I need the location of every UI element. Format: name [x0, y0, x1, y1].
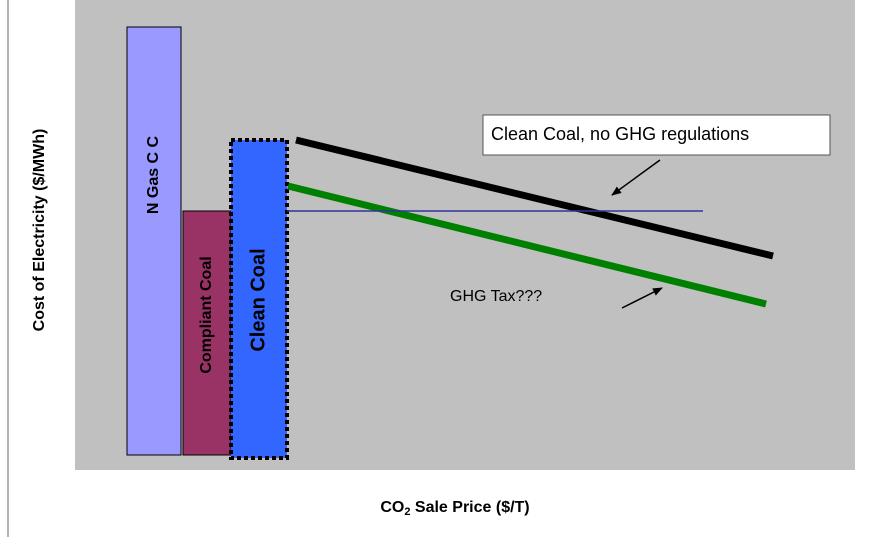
- bar-clean-coal: [229, 138, 289, 460]
- x-label-part: Sale Price ($/T): [410, 499, 529, 516]
- line-ghg-tax: [287, 182, 767, 308]
- arrow: [611, 159, 661, 196]
- y-axis-label: Cost of Electricity ($/MWh): [31, 129, 48, 332]
- bar-compliant-coal: [182, 210, 232, 456]
- line-no-regulation: [295, 136, 774, 260]
- annotation-box: [482, 114, 831, 156]
- bar-label: N Gas C C: [145, 135, 162, 214]
- x-axis-label: CO2 Sale Price ($/T): [380, 499, 529, 518]
- x-label-part: CO: [380, 499, 404, 516]
- annotation: GHG Tax???: [450, 288, 542, 305]
- bar-ngas: [126, 26, 182, 456]
- arrow: [621, 287, 663, 309]
- bar-label: Compliant Coal: [198, 256, 215, 373]
- bar-label: Clean Coal: [247, 248, 269, 351]
- annotation: Clean Coal, no GHG regulations: [491, 124, 749, 144]
- x-label-subscript: 2: [404, 506, 410, 518]
